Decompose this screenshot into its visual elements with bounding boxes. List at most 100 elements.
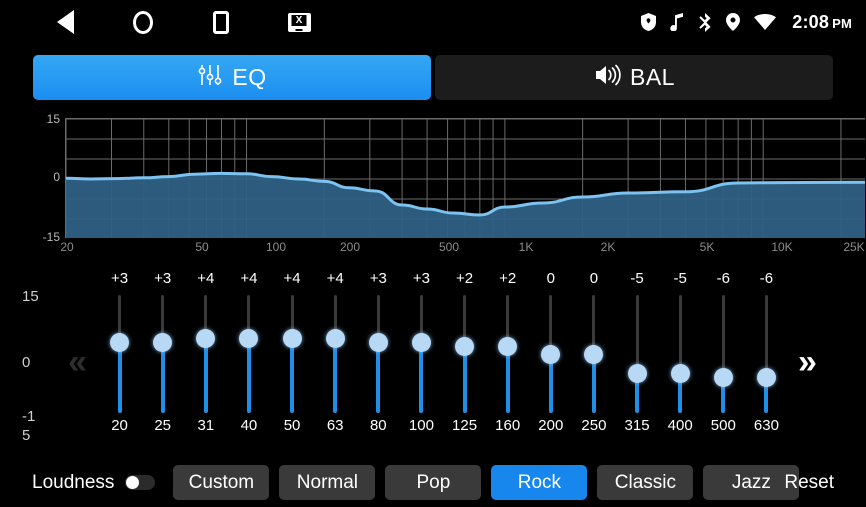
- band-value: +3: [111, 270, 129, 287]
- graph-y-label-bottom: -15: [42, 230, 60, 244]
- graph-x-label-4: 500: [438, 240, 460, 254]
- eq-band-sliders: 15 0 -15 +3 20 +3 25 +4 31 +4 40 +4 50 +4 63 +3 80 +3 1…: [0, 262, 866, 457]
- preset-button[interactable]: Classic: [597, 465, 694, 500]
- band-knob[interactable]: [584, 344, 604, 364]
- preset-list: Custom Normal Pop Rock Classic Jazz: [173, 465, 800, 500]
- band-slider[interactable]: -6 630: [745, 262, 788, 457]
- band-knob[interactable]: [498, 336, 518, 356]
- loudness-toggle[interactable]: [125, 475, 156, 490]
- band-track[interactable]: [635, 295, 639, 413]
- graph-y-label-top: 15: [46, 112, 60, 126]
- band-track[interactable]: [721, 295, 725, 413]
- band-value: +4: [197, 270, 215, 287]
- band-value: 0: [589, 270, 599, 287]
- band-track[interactable]: [764, 295, 768, 413]
- band-slider[interactable]: -6 500: [702, 262, 745, 457]
- band-knob[interactable]: [325, 328, 345, 348]
- equalizer-sliders-icon: [197, 62, 223, 94]
- band-frequency: 63: [326, 417, 344, 434]
- tab-bal[interactable]: BAL: [435, 55, 833, 100]
- band-fill: [721, 377, 726, 413]
- band-frequency: 80: [369, 417, 387, 434]
- band-slider[interactable]: 0 200: [529, 262, 572, 457]
- loudness-toggle-knob: [126, 476, 140, 489]
- band-slider[interactable]: +4 31: [184, 262, 227, 457]
- band-slider[interactable]: +2 125: [443, 262, 486, 457]
- tab-bal-label: BAL: [630, 64, 675, 90]
- band-knob[interactable]: [282, 328, 302, 348]
- band-knob[interactable]: [627, 364, 647, 384]
- screencast-icon[interactable]: X: [286, 9, 312, 35]
- band-fill: [419, 342, 424, 413]
- preset-button[interactable]: Custom: [173, 465, 270, 500]
- back-icon[interactable]: [52, 9, 78, 35]
- band-slider[interactable]: +3 100: [400, 262, 443, 457]
- band-fill: [678, 373, 683, 413]
- slider-axis-label-mid: 0: [22, 354, 31, 371]
- band-value: +4: [283, 270, 301, 287]
- band-slider[interactable]: 0 250: [572, 262, 615, 457]
- clock-time: 2:08: [792, 11, 830, 32]
- band-knob[interactable]: [411, 332, 431, 352]
- band-knob[interactable]: [756, 368, 776, 388]
- band-slider[interactable]: +4 50: [271, 262, 314, 457]
- band-value: +4: [240, 270, 258, 287]
- band-knob[interactable]: [541, 344, 561, 364]
- home-icon[interactable]: [130, 9, 156, 35]
- band-fill: [635, 373, 640, 413]
- band-fill: [246, 338, 251, 413]
- band-value: -6: [759, 270, 774, 287]
- preset-button[interactable]: Pop: [385, 465, 482, 500]
- band-frequency: 250: [581, 417, 607, 434]
- band-knob[interactable]: [153, 332, 173, 352]
- scroll-prev-icon[interactable]: «: [68, 343, 87, 381]
- band-frequency: 31: [197, 417, 215, 434]
- band-frequency: 400: [667, 417, 693, 434]
- band-knob[interactable]: [670, 364, 690, 384]
- band-slider[interactable]: +2 160: [486, 262, 529, 457]
- band-frequency: 40: [240, 417, 258, 434]
- preset-button[interactable]: Jazz: [703, 465, 800, 500]
- band-slider[interactable]: +4 40: [227, 262, 270, 457]
- band-frequency: 630: [753, 417, 779, 434]
- band-slider[interactable]: +3 25: [141, 262, 184, 457]
- band-value: -5: [673, 270, 687, 287]
- clock: 2:08 PM: [792, 12, 852, 33]
- tab-eq[interactable]: EQ: [33, 55, 431, 100]
- band-slider[interactable]: -5 400: [659, 262, 702, 457]
- bluetooth-icon: [698, 12, 712, 32]
- scroll-next-icon[interactable]: »: [798, 343, 817, 381]
- tab-eq-label: EQ: [232, 64, 267, 90]
- band-fill: [462, 346, 467, 413]
- band-knob[interactable]: [110, 332, 130, 352]
- loudness-label: Loudness: [32, 471, 115, 493]
- band-frequency: 25: [154, 417, 172, 434]
- band-fill: [117, 342, 122, 413]
- graph-x-label-2: 100: [265, 240, 287, 254]
- shield-icon: [641, 13, 657, 31]
- band-slider[interactable]: -5 315: [616, 262, 659, 457]
- band-fill: [548, 354, 553, 413]
- band-slider[interactable]: +3 80: [357, 262, 400, 457]
- band-fill: [591, 354, 596, 413]
- band-knob[interactable]: [455, 336, 475, 356]
- graph-x-label-3: 200: [339, 240, 361, 254]
- band-track[interactable]: [678, 295, 682, 413]
- band-knob[interactable]: [368, 332, 388, 352]
- graph-plot-area: [65, 118, 865, 238]
- band-frequency: 20: [111, 417, 128, 434]
- band-slider[interactable]: +3 20: [98, 262, 141, 457]
- band-knob[interactable]: [713, 368, 733, 388]
- band-slider[interactable]: +4 63: [314, 262, 357, 457]
- band-frequency: 125: [452, 417, 478, 434]
- band-fill: [376, 342, 381, 413]
- band-value: -6: [716, 270, 730, 287]
- recents-icon[interactable]: [208, 9, 234, 35]
- preset-button[interactable]: Rock: [491, 465, 588, 500]
- band-knob[interactable]: [239, 328, 259, 348]
- wifi-icon: [754, 14, 777, 30]
- reset-button[interactable]: Reset: [784, 471, 834, 493]
- graph-x-label-5: 1K: [518, 240, 534, 254]
- band-knob[interactable]: [196, 328, 216, 348]
- preset-button[interactable]: Normal: [279, 465, 376, 500]
